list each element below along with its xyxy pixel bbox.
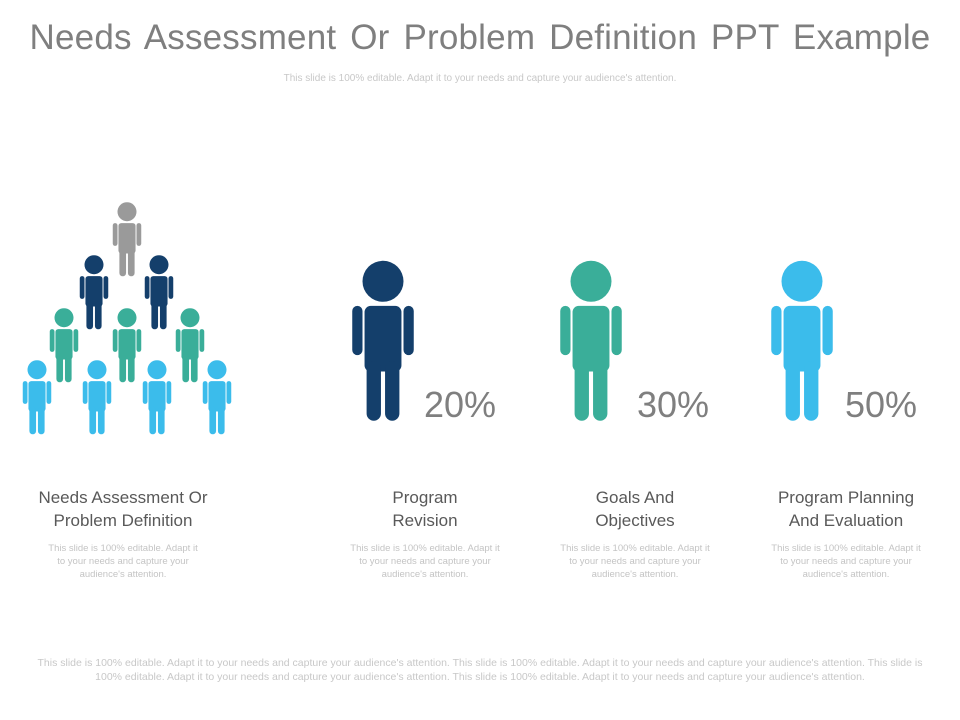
big-person-icon-navy [352, 260, 414, 421]
person-icon [175, 308, 205, 383]
column-description: This slide is 100% editable. Adapt it to… [48, 543, 198, 580]
column-description: This slide is 100% editable. Adapt it to… [350, 543, 500, 580]
person-icon [144, 255, 174, 330]
column-program-planning: Program Planning And Evaluation This sli… [746, 486, 946, 581]
column-description: This slide is 100% editable. Adapt it to… [771, 543, 921, 580]
column-title: Program Planning And Evaluation [746, 486, 946, 532]
person-icon [112, 202, 142, 277]
stat-value-2: 30% [637, 384, 710, 425]
column-title: Goals And Objectives [535, 486, 735, 532]
slide-title: Needs Assessment Or Problem Definition P… [29, 18, 931, 57]
person-icon [202, 360, 232, 435]
big-person-icon-sky [771, 260, 833, 421]
pyramid-group [22, 202, 232, 435]
column-description: This slide is 100% editable. Adapt it to… [560, 543, 710, 580]
column-needs-assessment: Needs Assessment Or Problem Definition T… [23, 486, 223, 581]
big-person-icon-teal [560, 260, 622, 421]
column-goals-objectives: Goals And Objectives This slide is 100% … [535, 486, 735, 581]
column-title-line2: Objectives [595, 511, 675, 530]
column-title-line1: Program Planning [777, 488, 915, 507]
column-title-line1: Needs Assessment Or [38, 488, 208, 507]
column-title: Program Revision [325, 486, 525, 532]
column-title-line2: And Evaluation [788, 511, 904, 530]
person-icon [49, 308, 79, 383]
stat-value-3: 50% [845, 384, 918, 425]
stat-value-1: 20% [424, 384, 497, 425]
person-icon [82, 360, 112, 435]
column-title: Needs Assessment Or Problem Definition [23, 486, 223, 532]
person-icon [79, 255, 109, 330]
column-title-line1: Goals And [595, 488, 675, 507]
column-title-line1: Program [392, 488, 458, 507]
person-icon [142, 360, 172, 435]
footer-text: This slide is 100% editable. Adapt it to… [37, 657, 923, 683]
person-icon [22, 360, 52, 435]
person-icon [112, 308, 142, 383]
slide-subtitle: This slide is 100% editable. Adapt it to… [283, 73, 677, 84]
column-program-revision: Program Revision This slide is 100% edit… [325, 486, 525, 581]
column-title-line2: Revision [392, 511, 458, 530]
column-title-line2: Problem Definition [53, 511, 193, 530]
